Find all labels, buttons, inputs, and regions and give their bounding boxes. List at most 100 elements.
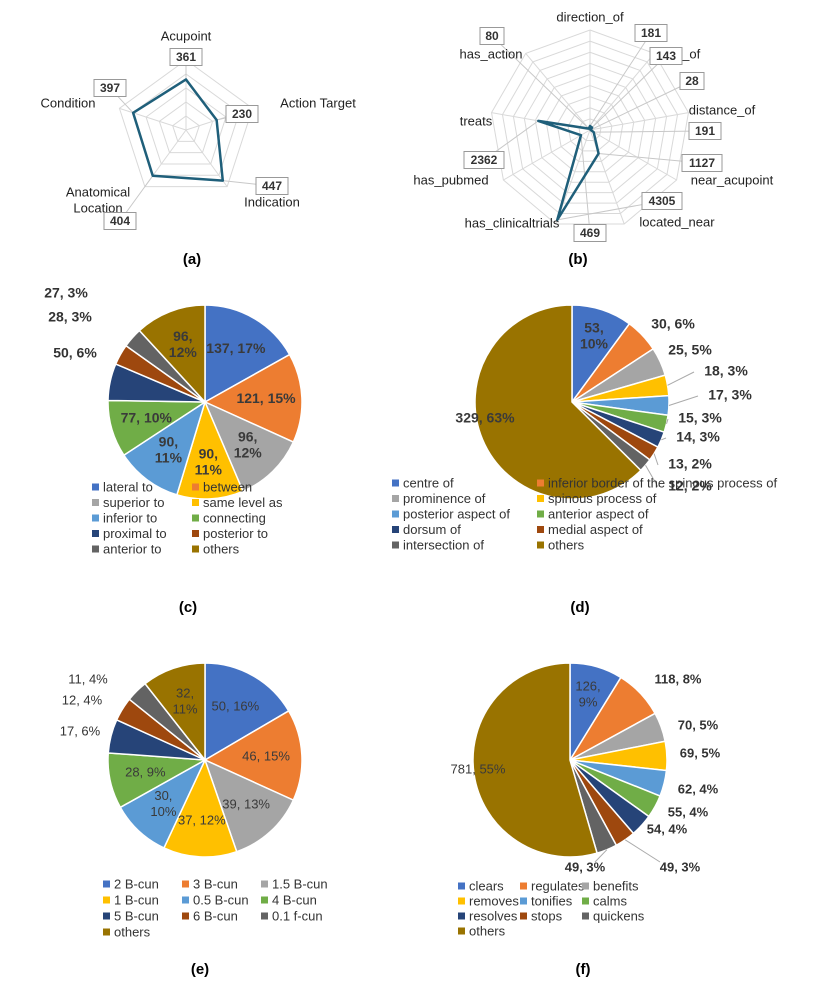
legend-swatch <box>458 882 465 890</box>
value-label: 1127 <box>689 156 715 170</box>
value-leader-line <box>491 35 590 129</box>
legend-swatch <box>261 880 268 888</box>
data-label: 17, 3% <box>708 387 752 403</box>
legend-label: 3 B-cun <box>193 876 238 891</box>
data-label-leader <box>624 839 661 863</box>
pie-slice-others <box>474 304 642 500</box>
value-label: 28 <box>685 74 699 88</box>
legend-swatch <box>192 499 199 506</box>
data-label: 25, 5% <box>668 342 712 358</box>
legend-swatch <box>582 912 589 920</box>
data-label: 10% <box>150 804 176 819</box>
legend-label: 0.1 f-cun <box>272 908 323 923</box>
legend-swatch <box>537 541 544 549</box>
radar-chart-a: Acupoint 361 Action Target 230 Indication447… <box>41 28 356 230</box>
panel-caption: (b) <box>568 251 587 268</box>
value-label: 397 <box>100 81 120 95</box>
data-label: 53, <box>584 320 603 336</box>
pie-chart-d: 53,10% 30, 6% 25, 5% 18, 3% 17, 3% 15, 3% 14, … <box>455 304 752 500</box>
legend-swatch <box>582 897 589 905</box>
legend-e: 2 B-cun 3 B-cun 1.5 B-cun 1 B-cun 0.5 B-cun 4… <box>103 876 328 939</box>
data-label-leader <box>645 465 659 488</box>
legend-swatch <box>92 514 99 522</box>
data-label: 27, 3% <box>44 285 88 301</box>
legend-swatch <box>261 912 268 920</box>
legend-swatch <box>392 541 399 549</box>
radar-gridline <box>534 73 646 183</box>
radar-series-line <box>537 119 600 222</box>
value-label: 469 <box>580 226 600 240</box>
legend-swatch <box>537 510 544 518</box>
pie-slice-lateral-to <box>204 304 291 404</box>
radar-gridline <box>118 59 254 188</box>
legend-label: spinous process of <box>548 491 657 506</box>
data-label: 9% <box>579 694 598 709</box>
radar-spoke <box>503 129 591 181</box>
legend-label: quickens <box>593 908 645 923</box>
radar-gridline <box>158 101 214 154</box>
legend-label: stops <box>531 908 563 923</box>
data-label: 12, 4% <box>62 692 103 707</box>
category-label: Acupoint <box>161 28 212 43</box>
category-label: distance_of <box>689 102 756 117</box>
legend-swatch <box>520 912 527 920</box>
category-label: has_pubmed <box>413 172 488 187</box>
pie-slice-1-5-b-cun <box>203 758 295 853</box>
data-label: 70, 5% <box>678 717 719 732</box>
value-label-box <box>93 79 127 97</box>
legend-label: 2 B-cun <box>114 876 159 891</box>
data-label: 30, <box>154 788 172 803</box>
value-leader-line <box>589 32 652 127</box>
data-label: 39, 13% <box>222 797 270 812</box>
legend-label: proximal to <box>103 526 167 541</box>
legend-swatch <box>458 897 465 905</box>
legend-swatch <box>192 483 199 491</box>
data-label: 329, 63% <box>455 410 515 426</box>
panel-caption: (c) <box>179 599 197 616</box>
data-label: 11% <box>155 450 183 466</box>
legend-swatch <box>103 912 110 920</box>
data-label: 781, 55% <box>451 761 506 776</box>
category-label: direction_of <box>556 9 624 24</box>
value-label: 404 <box>110 214 130 228</box>
legend-swatch <box>182 880 189 888</box>
value-leader-line <box>580 135 591 234</box>
legend-label: resolves <box>469 908 518 923</box>
legend-label: others <box>469 923 506 938</box>
pie-chart-e: 50, 16% 46, 15% 39, 13%37, 12% 30,10% 28, 9%… <box>60 662 303 858</box>
data-label: 90, <box>159 434 178 450</box>
pie-slice-2-b-cun <box>204 662 290 762</box>
legend-label: anterior to <box>103 541 162 556</box>
data-label-leader <box>667 371 695 386</box>
category-label: has_clinicaltrials <box>465 215 560 230</box>
value-label: 143 <box>656 49 676 63</box>
legend-swatch <box>261 896 268 904</box>
radar-gridline <box>567 107 613 152</box>
pie-slice-1-b-cun <box>162 758 238 858</box>
legend-label: inferior to <box>103 510 157 525</box>
data-label: 13, 2% <box>668 456 712 472</box>
data-label-leader <box>668 395 699 406</box>
radar-gridline <box>512 51 668 204</box>
legend-swatch <box>537 526 544 533</box>
radar-spoke <box>589 129 677 181</box>
data-label: 96, <box>238 428 257 444</box>
legend-swatch <box>192 545 199 553</box>
category-label: Anatomical <box>66 184 130 199</box>
data-label: 62, 4% <box>678 781 719 796</box>
legend-swatch <box>537 479 544 487</box>
data-label: 15, 3% <box>678 410 722 426</box>
legend-label: dorsum of <box>403 522 461 537</box>
legend-swatch <box>392 510 399 518</box>
legend-label: others <box>203 541 240 556</box>
legend-swatch <box>520 882 527 890</box>
legend-c: lateral to between superior to same level a… <box>92 479 283 556</box>
value-label-box <box>649 47 683 65</box>
data-label: 30, 6% <box>651 316 695 332</box>
radar-spoke <box>185 129 228 187</box>
radar-spoke <box>589 112 689 131</box>
legend-label: inferior border of the spinous process o… <box>548 475 777 490</box>
legend-label: lateral to <box>103 479 153 494</box>
category-label: located_near <box>639 214 715 229</box>
value-label: 361 <box>176 50 196 64</box>
